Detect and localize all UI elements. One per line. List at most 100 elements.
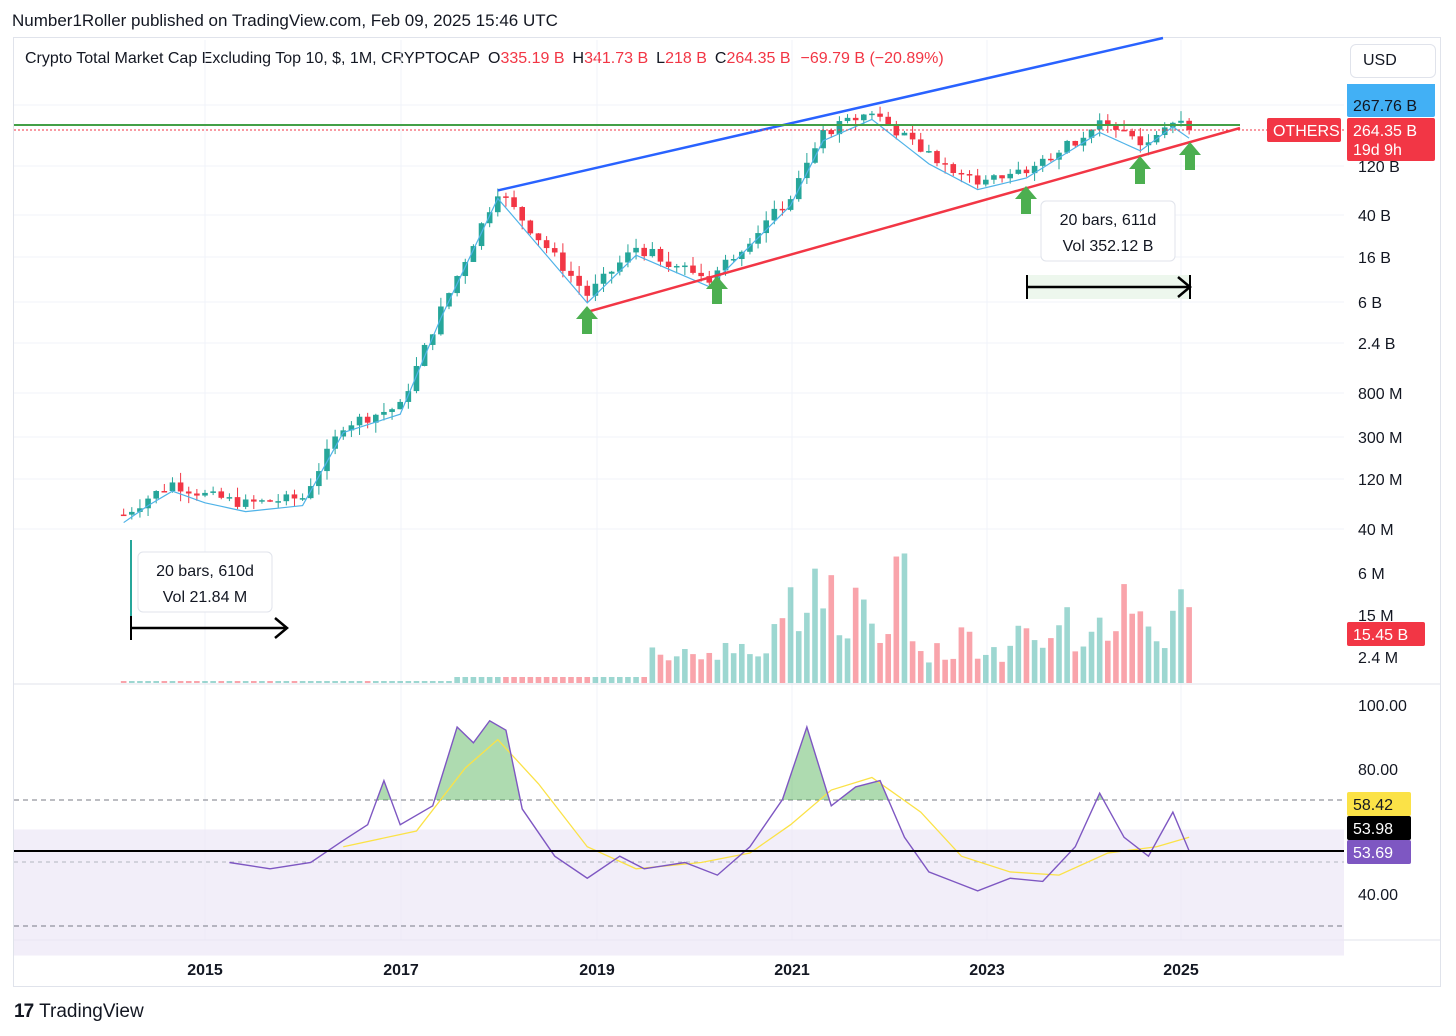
candle xyxy=(747,243,753,252)
volume-bar xyxy=(1007,645,1013,683)
volume-bar xyxy=(145,681,151,683)
volume-bar xyxy=(950,658,957,683)
candle xyxy=(641,247,647,257)
x-tick-label: 2023 xyxy=(969,962,1005,979)
volume-bar xyxy=(421,681,428,683)
rsi-value-tag-bg xyxy=(1347,840,1411,864)
volume-bar xyxy=(202,681,208,683)
volume-bar xyxy=(739,643,745,683)
candle xyxy=(503,196,509,198)
countdown-tag: 19d 9h xyxy=(1353,142,1402,159)
volume-bar xyxy=(551,677,558,683)
rsi-level-tag-bg xyxy=(1347,816,1411,840)
candle xyxy=(356,416,363,426)
volume-bar xyxy=(275,681,281,683)
open-label: O xyxy=(488,50,501,67)
candle xyxy=(185,491,192,494)
rsi-pane xyxy=(14,719,1344,892)
candle xyxy=(169,482,176,492)
volume-bar xyxy=(942,659,948,683)
volume-bar xyxy=(332,681,338,683)
volume-bar xyxy=(486,677,493,683)
candle xyxy=(478,223,485,247)
volume-bar xyxy=(429,681,436,683)
y-tick-label: 2.4 B xyxy=(1358,336,1395,353)
volume-bar xyxy=(1153,641,1160,683)
candle xyxy=(129,511,135,515)
candle xyxy=(885,116,891,125)
candle xyxy=(551,248,558,253)
rsi-tick-label: 80.00 xyxy=(1358,762,1398,779)
volume-bar xyxy=(771,624,778,683)
candle xyxy=(519,207,525,221)
volume-bar xyxy=(1072,651,1079,683)
candle xyxy=(828,130,835,135)
measure-bars-1: 20 bars, 611d xyxy=(1060,212,1157,229)
candle xyxy=(145,498,151,509)
high-label: H xyxy=(572,50,585,67)
candle xyxy=(1121,129,1127,132)
low-value: 218 B xyxy=(665,50,707,67)
volume-bar xyxy=(454,677,460,683)
publisher-line: Number1Roller published on TradingView.c… xyxy=(12,11,558,30)
candle xyxy=(820,130,826,149)
candle xyxy=(364,416,371,423)
volume-bar xyxy=(844,638,851,683)
candle xyxy=(1056,152,1062,160)
candle xyxy=(983,179,989,185)
volume-bar xyxy=(340,681,347,683)
x-tick-label: 2017 xyxy=(383,962,419,979)
candle xyxy=(210,491,216,493)
candle xyxy=(470,246,477,262)
candle xyxy=(299,498,306,500)
candle xyxy=(1178,120,1184,123)
volume-bar xyxy=(413,681,420,683)
volume-bar xyxy=(869,623,875,683)
volume-bar xyxy=(1170,610,1176,683)
volume-bar xyxy=(381,681,387,683)
candle xyxy=(560,252,566,271)
volume-bar xyxy=(1105,640,1111,683)
volume-tick-label: 6 M xyxy=(1358,566,1385,583)
rsi-ma-tag-bg xyxy=(1347,792,1411,816)
candle xyxy=(234,497,241,507)
candle xyxy=(1137,136,1144,146)
volume-bar xyxy=(657,654,664,683)
volume-bar xyxy=(291,681,298,683)
measure-vol-1: Vol 352.12 B xyxy=(1063,238,1154,255)
volume-tick-label: 15 M xyxy=(1358,608,1394,625)
volume-bar xyxy=(828,575,835,683)
volume-bar xyxy=(755,656,761,683)
candle xyxy=(1088,129,1095,138)
volume-bar xyxy=(405,681,412,683)
volume-bar xyxy=(185,681,192,683)
volume-bar xyxy=(673,656,680,683)
volume-bar xyxy=(560,677,566,683)
high-value: 341.73 B xyxy=(584,50,649,67)
candle xyxy=(1145,142,1152,146)
volume-bar xyxy=(600,677,607,683)
volume-bar xyxy=(926,662,932,683)
volume-bar xyxy=(1121,584,1127,683)
currency-button[interactable]: USD xyxy=(1350,44,1436,78)
rsi-tick-label: 100.00 xyxy=(1358,698,1407,715)
y-tick-label: 120 B xyxy=(1358,159,1400,176)
volume-bar xyxy=(1161,648,1168,683)
candle xyxy=(698,272,704,277)
candle xyxy=(1015,169,1022,174)
rsi-value-tag: 53.69 xyxy=(1353,845,1393,862)
volume-bar xyxy=(316,681,322,683)
tv-logo-icon: 17 xyxy=(14,1001,34,1022)
volume-bar xyxy=(1031,640,1038,683)
candles xyxy=(120,106,1192,520)
symbol-name[interactable]: Crypto Total Market Cap Excluding Top 10… xyxy=(25,50,481,67)
volume-bar xyxy=(966,631,973,683)
rsi-tick-label: 40.00 xyxy=(1358,887,1398,904)
candle xyxy=(966,174,973,176)
candle xyxy=(389,409,395,412)
volume-bar xyxy=(1186,607,1192,683)
candle xyxy=(706,276,713,283)
volume-bar xyxy=(779,618,786,683)
candle xyxy=(950,164,957,173)
